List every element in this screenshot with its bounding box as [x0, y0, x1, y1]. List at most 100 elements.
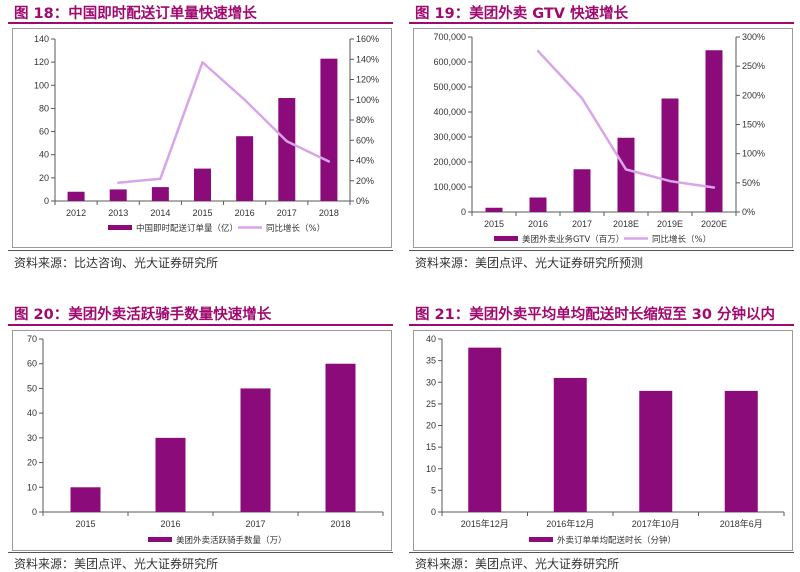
line-point	[580, 97, 584, 100]
y2-tick-label: 160%	[356, 34, 379, 44]
line-point	[243, 98, 246, 101]
source-note: 资料来源：美团点评、光大证券研究所	[14, 557, 219, 571]
title-rule	[8, 22, 393, 24]
line-point	[285, 140, 288, 143]
y-tick-label: 700,000	[433, 32, 466, 42]
y-tick-label: 0	[461, 207, 466, 217]
y-tick-label: 500,000	[433, 82, 466, 92]
y-tick-label: 120	[34, 57, 49, 67]
bar	[278, 98, 296, 201]
x-tick-label: 2016	[160, 519, 180, 529]
y-tick-label: 20	[39, 173, 49, 183]
x-tick-label: 2016	[235, 208, 255, 218]
chart-frame: 0 100,000 200,000 300,000 400,000 500,000 600,…	[413, 28, 793, 248]
line-point	[159, 177, 162, 180]
source-note: 资料来源：美团点评、光大证券研究所	[415, 557, 620, 571]
legend-label: 同比增长（%）	[266, 223, 325, 234]
chart-svg: 0 10 20 30 40 50 60 70 2015 2016 2017 2018 美团外卖活跃骑手数…	[27, 334, 384, 546]
y2-tick-label: 80%	[356, 115, 374, 125]
x-tick-label: 2017	[277, 208, 297, 218]
y2-tick-label: 0%	[356, 196, 369, 206]
source-rule	[409, 552, 794, 553]
y-tick-label: 400,000	[433, 107, 466, 117]
y-tick-label: 0	[44, 196, 49, 206]
source-rule	[8, 552, 393, 553]
y2-tick-label: 200%	[742, 90, 765, 100]
x-tick-label: 2013	[108, 208, 128, 218]
y-tick-label: 50	[27, 383, 37, 393]
y-tick-label: 60	[27, 359, 37, 369]
y2-tick-label: 140%	[356, 54, 379, 64]
bar	[109, 189, 127, 201]
x-tick-label: 2014	[150, 208, 170, 218]
x-tick-label: 2020E	[701, 219, 727, 229]
legend-label: 美团外卖活跃骑手数量（万）	[176, 535, 287, 546]
bar	[236, 136, 254, 201]
y2-tick-label: 60%	[356, 135, 374, 145]
source-rule	[409, 250, 794, 251]
bar	[617, 137, 635, 212]
chart-svg: 0 5 10 15 20 25 30 35 40 2015年12月 2016年12月 2017年10月…	[426, 334, 785, 546]
bar	[661, 98, 679, 212]
legend-swatch-bar	[148, 537, 172, 542]
x-tick-label: 2017年10月	[632, 518, 680, 529]
x-tick-label: 2016年12月	[546, 518, 594, 529]
y-tick-label: 140	[34, 34, 49, 44]
legend-label: 中国即时配送订单量（亿）	[136, 223, 238, 234]
panel-fig21: 图 21：美团外卖平均单均配送时长缩短至 30 分钟以内 0 5 10 15 20 25 3…	[409, 303, 794, 571]
panel-fig20: 图 20：美团外卖活跃骑手数量快速增长 0 10 20 30 40 50 60 70 2015 2…	[8, 303, 393, 571]
y-tick-label: 200,000	[433, 157, 466, 167]
legend-label: 外卖订单单均配送时长（分钟）	[557, 535, 676, 546]
line-point	[624, 168, 628, 171]
y2-tick-label: 0%	[742, 207, 755, 217]
y2-tick-label: 300%	[742, 32, 765, 42]
bar	[194, 168, 211, 201]
x-tick-label: 2017	[572, 219, 592, 229]
y2-tick-label: 250%	[742, 61, 765, 71]
x-tick-label: 2015年12月	[461, 518, 509, 529]
bar	[724, 390, 758, 512]
y-tick-label: 40	[27, 408, 37, 418]
y-tick-label: 100	[34, 80, 49, 90]
bar	[468, 347, 502, 512]
source-note: 资料来源：美团点评、光大证券研究所预测	[415, 256, 644, 270]
legend-label: 美团外卖业务GTV（百万）	[522, 234, 624, 245]
x-tick-label: 2018	[319, 208, 339, 218]
chart-svg: 0 20 40 60 80 100 120 140 0% 20% 40% 60% 80% 100% 120%…	[34, 34, 379, 234]
y2-tick-label: 150%	[742, 120, 765, 130]
y-tick-label: 0	[431, 507, 436, 517]
chart-svg: 0 100,000 200,000 300,000 400,000 500,000 600,…	[433, 32, 765, 245]
y-tick-label: 30	[27, 433, 37, 443]
y2-tick-label: 20%	[356, 176, 374, 186]
line-point	[201, 61, 204, 64]
bar	[573, 169, 591, 212]
chart-frame: 0 5 10 15 20 25 30 35 40 2015年12月 2016年12月 2017年10月…	[413, 330, 793, 551]
title-rule	[409, 324, 794, 326]
line-point	[117, 181, 120, 184]
bar	[155, 437, 186, 512]
x-tick-label: 2019E	[657, 219, 683, 229]
chart-frame: 0 10 20 30 40 50 60 70 2015 2016 2017 2018 美团外卖活跃骑手数…	[12, 330, 392, 551]
y2-tick-label: 100%	[742, 149, 765, 159]
y-tick-label: 5	[431, 485, 436, 495]
y-tick-label: 60	[39, 127, 49, 137]
x-tick-label: 2018E	[613, 219, 639, 229]
line-point	[536, 49, 540, 53]
y2-tick-label: 50%	[742, 178, 760, 188]
bar	[485, 207, 503, 212]
x-tick-label: 2016	[528, 219, 548, 229]
y2-tick-label: 120%	[356, 75, 379, 85]
panel-fig18: 图 18：中国即时配送订单量快速增长 0 20 40 60 80 100 120 140 0% 2…	[8, 2, 393, 272]
chart-frame: 0 20 40 60 80 100 120 140 0% 20% 40% 60% 80% 100% 120%…	[12, 28, 392, 248]
y-tick-label: 100,000	[433, 182, 466, 192]
y-tick-label: 35	[426, 356, 436, 366]
line-point	[327, 160, 331, 163]
chart-title: 图 19：美团外卖 GTV 快速增长	[415, 6, 629, 22]
title-rule	[8, 324, 393, 326]
y-tick-label: 20	[27, 458, 37, 468]
bar	[705, 50, 723, 212]
y-tick-label: 300,000	[433, 132, 466, 142]
y-tick-label: 40	[39, 150, 49, 160]
x-tick-label: 2018年6月	[720, 518, 763, 529]
legend-swatch-bar	[108, 225, 132, 230]
